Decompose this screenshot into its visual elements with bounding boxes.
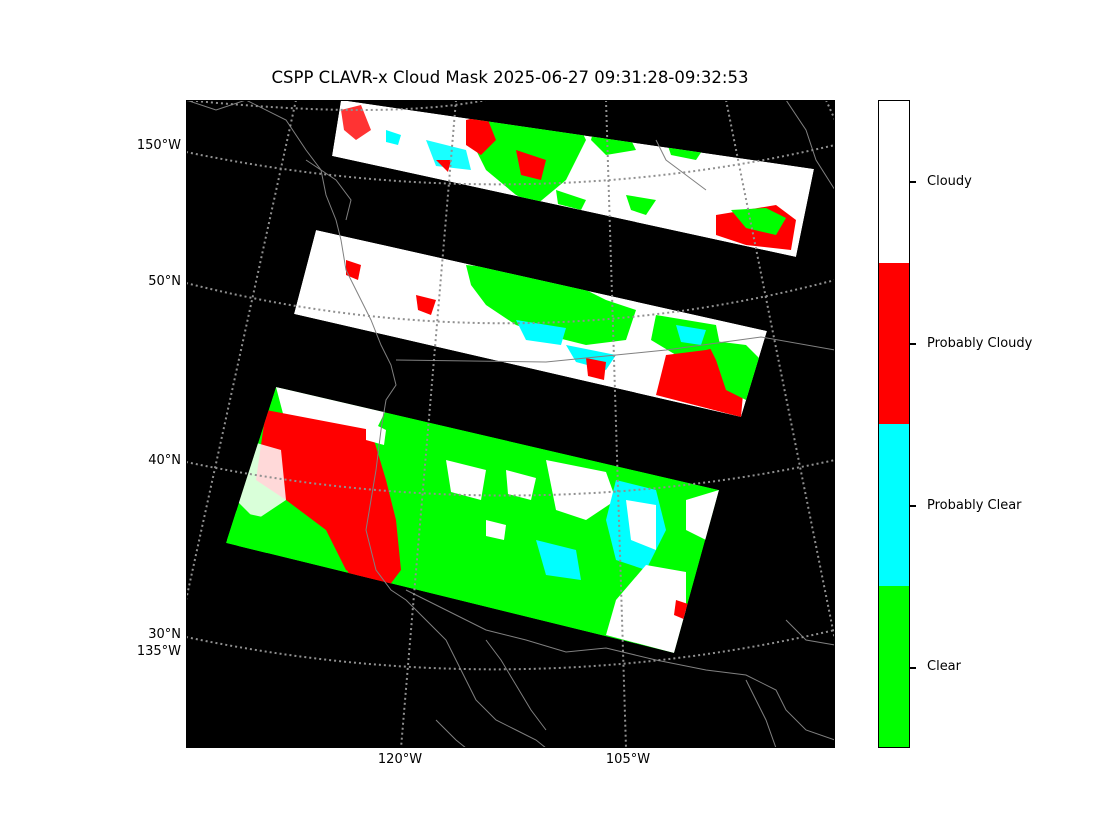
lat-label-50n: 50°N	[148, 274, 181, 289]
lat-label-135w: 135°W	[136, 644, 181, 659]
colorbar-tick	[910, 505, 916, 507]
lat-label-30n: 30°N	[148, 627, 181, 642]
colorbar-label-clear: Clear	[927, 659, 961, 674]
cloud-mask-map	[186, 100, 835, 748]
swath-south	[226, 387, 719, 653]
lon-label-105w: 105°W	[605, 752, 651, 767]
colorbar-tick	[910, 343, 916, 345]
coastlines	[186, 100, 835, 748]
lat-label-40n: 40°N	[148, 453, 181, 468]
swath-north	[332, 100, 814, 257]
colorbar-tick	[910, 667, 916, 669]
colorbar-segment-probably-clear	[879, 424, 909, 586]
colorbar-label-probably-cloudy: Probably Cloudy	[927, 336, 1033, 351]
colorbar-segment-clear	[879, 585, 909, 747]
colorbar-segment-cloudy	[879, 101, 909, 263]
colorbar-segment-probably-cloudy	[879, 262, 909, 424]
graticule	[186, 100, 835, 748]
lon-label-120w: 120°W	[377, 752, 423, 767]
colorbar-tick	[910, 181, 916, 183]
swath-middle	[294, 230, 767, 417]
lat-label-150w: 150°W	[136, 138, 181, 153]
map-title: CSPP CLAVR-x Cloud Mask 2025-06-27 09:31…	[271, 68, 749, 87]
colorbar	[878, 100, 910, 748]
colorbar-label-cloudy: Cloudy	[927, 174, 972, 189]
colorbar-label-probably-clear: Probably Clear	[927, 498, 1022, 513]
